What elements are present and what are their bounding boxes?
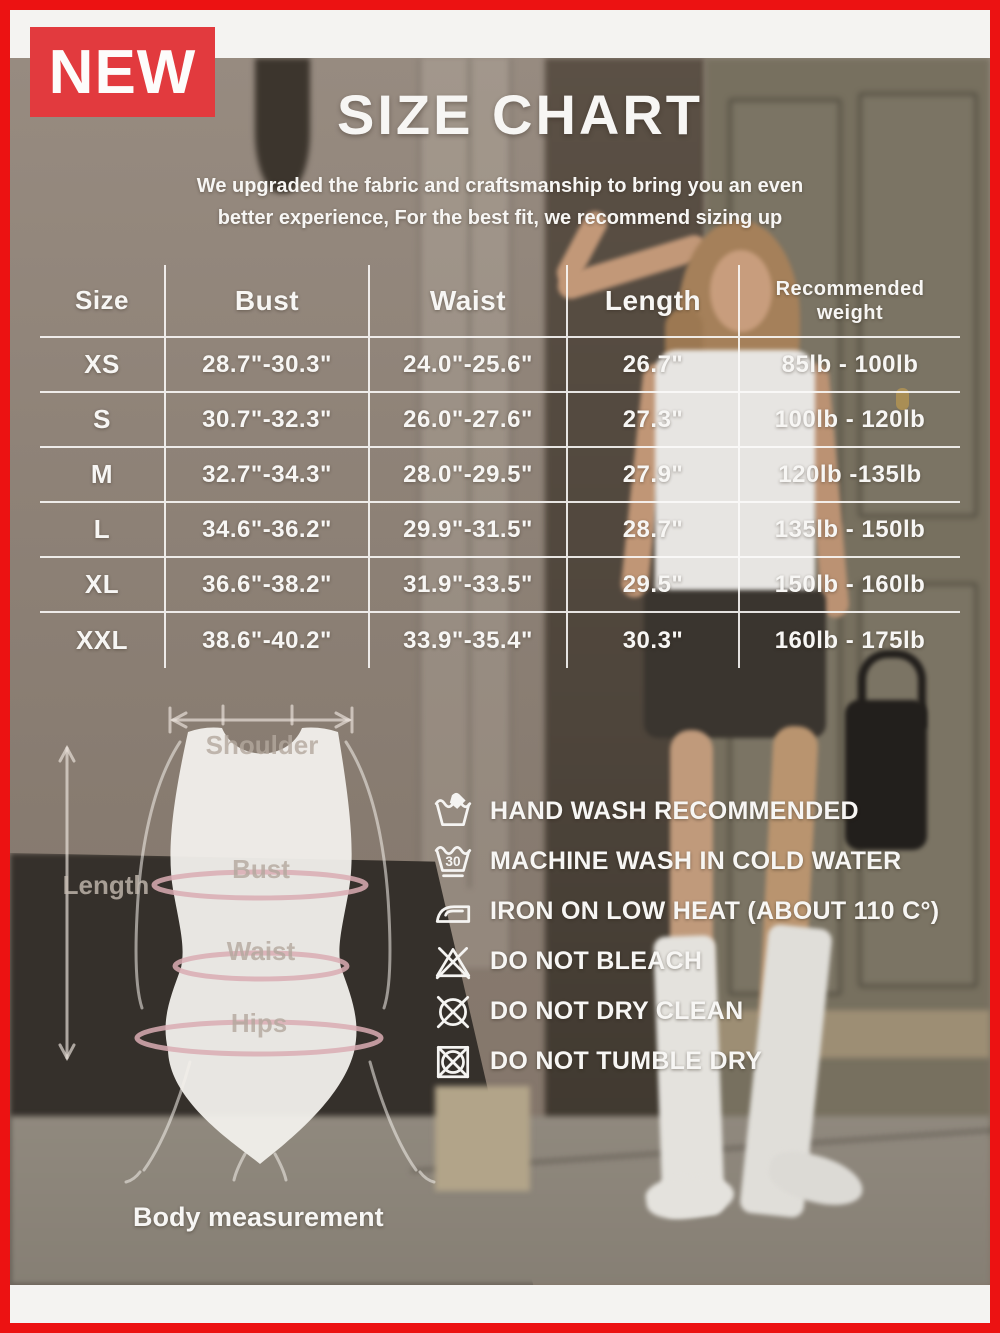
beige-post-shape bbox=[435, 1086, 530, 1191]
care-label: DO NOT BLEACH bbox=[490, 946, 703, 975]
table-cell-bust: 36.6"-38.2" bbox=[166, 558, 370, 613]
shoulder-arrow-head bbox=[169, 711, 188, 729]
diagram-label-length: Length bbox=[63, 870, 150, 900]
table-cell-weight: 135lb - 150lb bbox=[740, 503, 960, 558]
leg-outline-right bbox=[368, 1060, 436, 1184]
model-face bbox=[710, 250, 772, 332]
column-header-length: Length bbox=[568, 265, 740, 338]
leg-inner-left bbox=[232, 1152, 247, 1182]
table-cell-weight: 100lb - 120lb bbox=[740, 393, 960, 448]
hips-measure-ellipse bbox=[134, 1019, 384, 1057]
table-cell-weight: 160lb - 175lb bbox=[774, 626, 926, 654]
table-cell-size: L bbox=[40, 503, 166, 558]
length-arrow-head-up bbox=[58, 744, 76, 763]
table-cell-length: 27.9" bbox=[568, 448, 740, 503]
do-not-dry-clean-icon bbox=[436, 995, 470, 1029]
new-badge: NEW bbox=[30, 27, 215, 117]
svg-text:30: 30 bbox=[445, 854, 461, 869]
care-row: DO NOT DRY CLEAN bbox=[432, 986, 992, 1036]
diagram-label-waist: Waist bbox=[227, 936, 296, 966]
column-header-bust: Bust bbox=[166, 265, 370, 338]
column-header-waist: Waist bbox=[370, 265, 568, 338]
table-cell-length: 27.3" bbox=[568, 393, 740, 448]
table-cell-length: 29.5" bbox=[568, 558, 740, 613]
care-row: DO NOT BLEACH bbox=[432, 936, 992, 986]
diagram-label-bust: Bust bbox=[232, 854, 290, 884]
leg-inner-right bbox=[273, 1152, 288, 1182]
hand-wash-icon bbox=[434, 792, 472, 827]
table-cell-waist: 29.9"-31.5" bbox=[370, 503, 568, 558]
table-cell-bust: 28.7"-30.3" bbox=[166, 338, 370, 393]
baseboard-shape bbox=[705, 1010, 990, 1058]
table-cell-length: 30.3" bbox=[568, 613, 740, 668]
care-row: 30 MACHINE WASH IN COLD WATER bbox=[432, 836, 992, 886]
table-cell-weight: 150lb - 160lb bbox=[740, 558, 960, 613]
table-cell-size: XXL bbox=[40, 613, 166, 668]
care-row: HAND WASH RECOMMENDED bbox=[432, 786, 992, 836]
subtitle-line-2: better experience, For the best fit, we … bbox=[217, 207, 783, 229]
do-not-tumble-dry-icon bbox=[436, 1045, 470, 1079]
table-cell-waist: 33.9"-35.4" bbox=[370, 613, 568, 668]
care-label: IRON ON LOW HEAT (ABOUT 110 C°) bbox=[490, 896, 940, 925]
table-cell-size: XS bbox=[40, 338, 166, 393]
background-photo bbox=[10, 58, 990, 1285]
shoulder-arrow-head bbox=[334, 711, 353, 729]
care-label: HAND WASH RECOMMENDED bbox=[490, 796, 859, 825]
table-cell-length: 26.7" bbox=[568, 338, 740, 393]
care-label: MACHINE WASH IN COLD WATER bbox=[490, 846, 902, 875]
handbag-handle bbox=[858, 650, 926, 728]
table-cell-bust: 30.7"-32.3" bbox=[166, 393, 370, 448]
arm-outline-left bbox=[134, 740, 182, 1010]
table-cell-length: 28.7" bbox=[568, 503, 740, 558]
waist-measure-ellipse bbox=[172, 950, 350, 982]
table-cell-bust: 34.6"-36.2" bbox=[166, 503, 370, 558]
care-row: DO NOT TUMBLE DRY bbox=[432, 1036, 992, 1086]
table-cell-size: M bbox=[40, 448, 166, 503]
machine-wash-cold-icon: 30 bbox=[434, 846, 472, 878]
table-cell-weight: 85lb - 100lb bbox=[740, 338, 960, 393]
door-panel-shape bbox=[858, 92, 978, 518]
table-cell-waist: 28.0"-29.5" bbox=[370, 448, 568, 503]
size-chart-table: Size Bust Waist Length Recommended weigh… bbox=[40, 265, 960, 668]
handbag bbox=[845, 700, 927, 850]
column-header-size: Size bbox=[40, 265, 166, 338]
arm-outline-right bbox=[344, 740, 392, 1010]
door-knob-shape bbox=[896, 388, 909, 410]
length-arrow-head-down bbox=[58, 1043, 76, 1062]
body-measurement-diagram: Shoulder Bust Waist Hips Length bbox=[58, 704, 436, 1184]
do-not-bleach-icon bbox=[435, 947, 471, 980]
bust-measure-ellipse bbox=[151, 869, 369, 901]
care-row: IRON ON LOW HEAT (ABOUT 110 C°) bbox=[432, 886, 992, 936]
wall-seam-shape bbox=[468, 58, 471, 888]
care-label: DO NOT TUMBLE DRY bbox=[490, 1046, 763, 1075]
wall-sconce-shape bbox=[255, 58, 310, 193]
diagram-label-shoulder: Shoulder bbox=[206, 730, 319, 760]
page-title: SIZE CHART bbox=[337, 83, 703, 146]
care-instructions: HAND WASH RECOMMENDED 30 MACHINE WASH IN… bbox=[432, 786, 992, 1086]
table-cell-weight: 120lb -135lb bbox=[740, 448, 960, 503]
model-skirt bbox=[644, 590, 826, 738]
table-cell-waist: 24.0"-25.6" bbox=[370, 338, 568, 393]
care-label: DO NOT DRY CLEAN bbox=[490, 996, 744, 1025]
table-cell-bust: 32.7"-34.3" bbox=[166, 448, 370, 503]
table-cell-waist: 31.9"-33.5" bbox=[370, 558, 568, 613]
subtitle-line-1: We upgraded the fabric and craftsmanship… bbox=[196, 175, 804, 197]
diagram-caption: Body measurement bbox=[133, 1202, 384, 1232]
table-cell-size: S bbox=[40, 393, 166, 448]
leg-outline-left bbox=[124, 1060, 192, 1184]
diagram-label-hips: Hips bbox=[231, 1008, 287, 1038]
subtitle: We upgraded the fabric and craftsmanship… bbox=[0, 170, 1000, 234]
column-header-weight: Recommended weight bbox=[740, 265, 960, 338]
table-cell-bust: 38.6"-40.2" bbox=[166, 613, 370, 668]
table-cell-waist: 26.0"-27.6" bbox=[370, 393, 568, 448]
iron-low-heat-icon bbox=[435, 905, 471, 923]
column-header-weight-text: Recommended weight bbox=[775, 277, 925, 324]
table-cell-size: XL bbox=[40, 558, 166, 613]
